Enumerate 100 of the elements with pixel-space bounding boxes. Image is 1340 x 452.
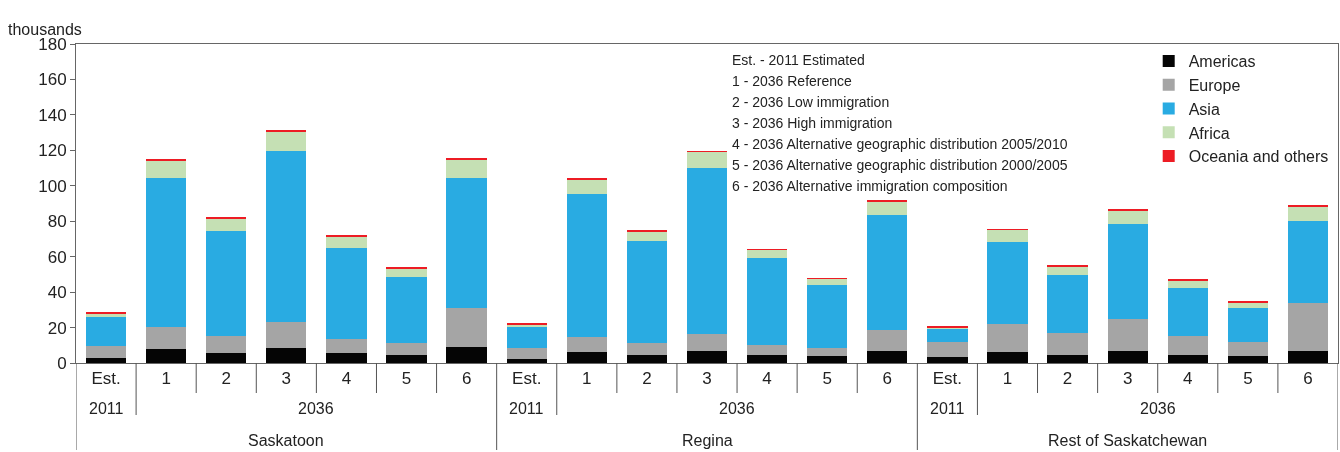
bar: [686, 151, 728, 169]
annotation: 3 - 2036 High immigration: [732, 115, 893, 131]
legend-label: Americas: [1188, 53, 1256, 71]
bar: [987, 324, 1028, 353]
bar: [1227, 300, 1268, 303]
bar: [266, 131, 307, 152]
x-tick-label: 3: [1122, 369, 1133, 389]
bar: [1227, 308, 1268, 343]
x-tick-label: 4: [341, 369, 352, 389]
x-tick-label: 5: [822, 369, 832, 389]
x-tick-label: 5: [401, 369, 412, 389]
bar: [566, 352, 607, 363]
y-tick-label: 120: [38, 141, 67, 161]
bar: [867, 201, 908, 216]
bar: [867, 350, 908, 363]
annotation: 4 - 2036 Alternative geographic distribution 2005/2010: [732, 136, 1068, 152]
bar: [1287, 302, 1329, 351]
bar: [266, 322, 307, 348]
legend-label: Oceania and others: [1188, 148, 1329, 166]
x-tick-label: 6: [461, 369, 472, 389]
legend-label: Africa: [1188, 124, 1230, 142]
x-tick-label: 2: [1062, 369, 1073, 389]
bar: [566, 193, 607, 337]
bar: [446, 347, 487, 363]
text: Rest of Saskatchewan: [1048, 432, 1208, 449]
annotation: 1 - 2036 Reference: [732, 73, 853, 89]
x-tick-label: Est.: [91, 369, 121, 389]
bar: [1107, 208, 1148, 211]
x-tick-label: 3: [281, 369, 292, 389]
x-tick-label: 6: [1303, 369, 1313, 389]
bar: [807, 285, 848, 348]
bar: [1047, 274, 1088, 334]
bar: [686, 333, 728, 351]
text: Regina: [682, 432, 733, 449]
bar: [386, 355, 427, 363]
bar: [867, 215, 908, 331]
bar: [566, 179, 607, 194]
y-tick-label: 160: [38, 70, 67, 90]
bar: [1107, 350, 1148, 363]
bar: [326, 237, 367, 248]
y-tick-label: 100: [38, 176, 67, 196]
x-tick-label: 1: [161, 369, 171, 389]
bar: [746, 355, 788, 363]
bar: [146, 160, 187, 178]
bar: [686, 350, 728, 363]
bar: [326, 339, 367, 354]
bar: [626, 355, 668, 363]
bar: [807, 279, 848, 286]
bar: [206, 218, 247, 231]
bar: [1047, 333, 1088, 356]
x-tick-label: 4: [762, 369, 772, 389]
bar: [1167, 355, 1208, 363]
bar: [807, 356, 848, 363]
bar: [626, 342, 668, 356]
bar: [927, 328, 968, 343]
bar: [85, 358, 127, 363]
text: 2011: [509, 400, 544, 417]
bar: [566, 336, 607, 353]
bar: [1287, 221, 1329, 303]
bar: [1107, 224, 1148, 320]
bar: [446, 159, 487, 178]
annotation: 6 - 2036 Alternative immigration composition: [732, 178, 1008, 194]
y-tick-label: 80: [47, 212, 67, 232]
bar: [506, 327, 547, 348]
bar: [206, 336, 247, 354]
bar: [506, 358, 547, 363]
bar: [626, 231, 668, 242]
bar: [446, 308, 487, 348]
bar: [146, 177, 187, 328]
y-tick-label: 60: [47, 247, 67, 267]
bar: [446, 157, 487, 160]
x-tick-label: 2: [221, 369, 231, 389]
bar: [326, 353, 367, 363]
text: 2036: [719, 400, 755, 417]
bar: [686, 168, 728, 334]
bar: [1107, 319, 1148, 351]
x-tick-label: 5: [1243, 369, 1253, 389]
text: 2036: [1140, 400, 1176, 417]
bar: [987, 229, 1028, 242]
legend-label: Europe: [1188, 76, 1241, 94]
bar: [206, 353, 247, 363]
bar: [266, 129, 307, 132]
text: Saskatoon: [248, 432, 324, 449]
bar: [1107, 210, 1148, 225]
bar: [1227, 356, 1268, 363]
annotation: 2 - 2036 Low immigration: [732, 94, 890, 110]
legend-label: Asia: [1188, 100, 1220, 118]
bar: [446, 177, 487, 309]
text: 2011: [930, 400, 965, 417]
x-tick-label: 4: [1183, 369, 1193, 389]
bar: [266, 151, 307, 323]
x-tick-label: 1: [1002, 369, 1013, 389]
y-tick-label: 40: [47, 283, 67, 303]
bar: [386, 342, 427, 356]
bar: [1287, 207, 1329, 222]
bar: [506, 347, 547, 359]
x-tick-label: 2: [642, 369, 652, 389]
bar: [927, 342, 968, 357]
bar: [1167, 336, 1208, 356]
y-tick-label: 20: [47, 318, 67, 338]
